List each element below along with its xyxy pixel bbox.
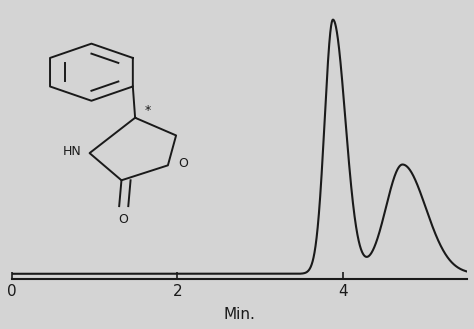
X-axis label: Min.: Min. — [223, 307, 255, 322]
Text: HN: HN — [63, 145, 82, 158]
Text: O: O — [118, 213, 128, 226]
Text: O: O — [178, 157, 188, 170]
Text: *: * — [145, 104, 151, 117]
